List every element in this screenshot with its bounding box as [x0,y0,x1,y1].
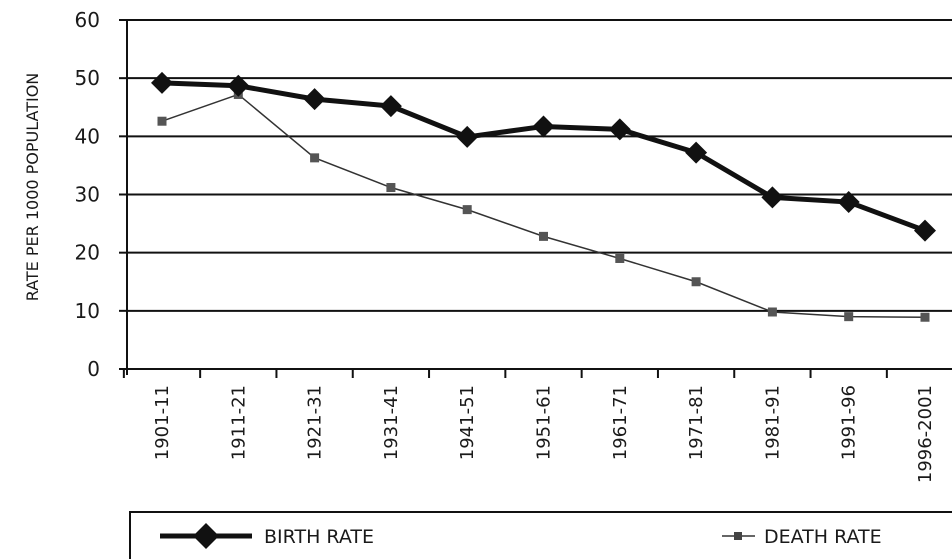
axes [119,19,952,378]
birth-rate-line [161,80,926,233]
x-tick-label: 1921-31 [305,385,326,460]
birth-rate-point [608,118,631,141]
birth-rate-point [837,191,860,214]
birth-rate-point [761,186,784,209]
y-tick-label: 0 [87,357,100,381]
legend-birth-marker [193,523,219,549]
birth-rate-point [151,71,173,94]
x-tick-label: 1991-96 [839,385,860,460]
birth-rate-point [685,141,708,164]
y-tick-label: 30 [75,183,100,207]
death-rate-point [920,312,930,322]
y-axis-label: RATE PER 1000 POPULATION [23,73,42,302]
death-rate-point [767,307,777,317]
birth-rate-point [379,95,402,118]
death-rate-point [615,253,625,263]
x-tick-label: 1961-71 [610,385,631,460]
legend-box [129,511,952,559]
death-rate-point [844,312,854,322]
y-tick-label: 60 [75,8,100,32]
birth-rate-point [227,74,250,97]
death-rate-point [462,205,472,215]
death-rate-point [386,183,396,193]
series [151,71,936,322]
gridlines [127,19,952,312]
x-tick-label: 1901-11 [152,385,173,460]
x-tick-label: 1971-81 [686,385,707,460]
x-tick-label: 1981-91 [762,385,783,460]
y-tick-label: 40 [75,124,100,148]
birth-rate-point [456,125,479,148]
y-tick-labels: 0 10 20 30 40 50 60 [75,8,100,381]
x-tick-label: 1911-21 [228,385,249,460]
birth-rate-point [303,88,326,111]
x-tick-label: 1931-41 [381,385,402,460]
x-tick-labels: 1901-11 1911-21 1921-31 1931-41 1941-51 1951-… [152,385,936,483]
y-tick-label: 10 [75,299,100,323]
x-tick-label: 1996-2001 [915,385,936,483]
x-tick-label: 1951-61 [534,385,555,460]
death-rate-point [691,277,701,287]
birth-rate-point [532,115,555,138]
birth-rate-point [914,219,936,242]
legend: BIRTH RATE DEATH RATE [129,511,952,559]
death-rate-point [157,116,167,126]
legend-death-label: DEATH RATE [764,526,882,548]
legend-birth-label: BIRTH RATE [264,526,374,548]
x-tick-label: 1941-51 [457,385,478,460]
death-rate-point [310,153,320,163]
y-tick-label: 20 [75,241,100,265]
legend-death-marker [734,532,742,540]
y-tick-label: 50 [75,66,100,90]
death-rate-point [539,231,548,241]
